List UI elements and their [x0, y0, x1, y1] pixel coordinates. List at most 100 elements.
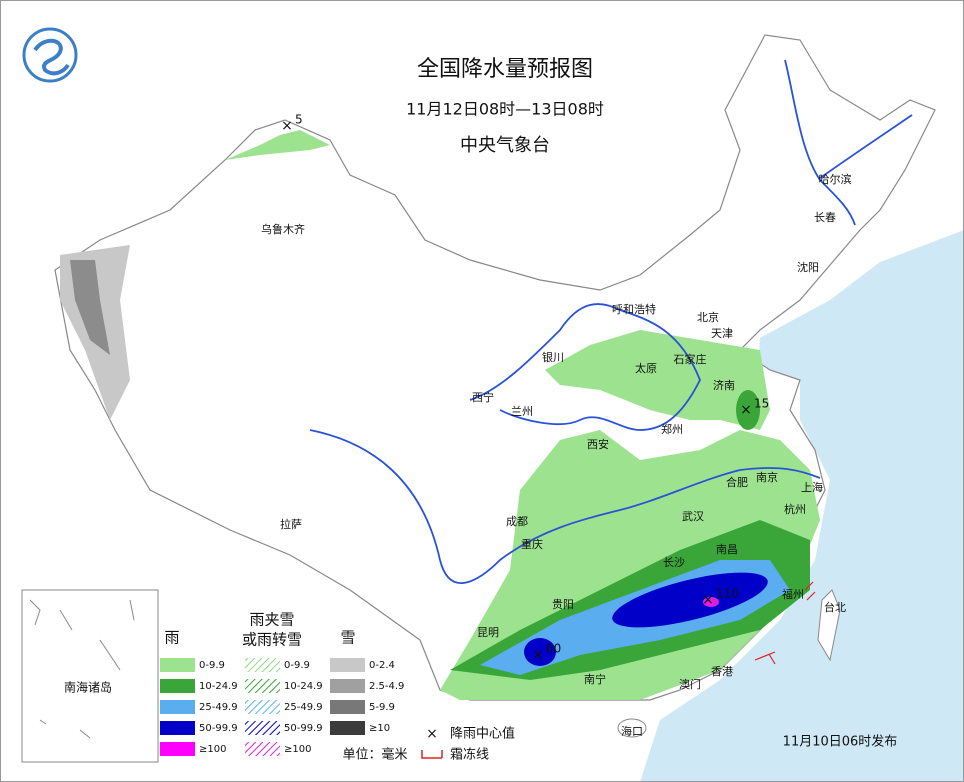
legend-label: 50-99.9 — [199, 723, 238, 734]
city-label: 银川 — [542, 350, 564, 364]
river — [784, 59, 856, 226]
island — [817, 589, 841, 662]
city-label: 香港 — [711, 665, 733, 678]
city-label: 拉萨 — [280, 517, 302, 531]
city-label: 昆明 — [477, 626, 499, 639]
legend-swatch — [160, 721, 195, 735]
city-label: 杭州 — [784, 502, 806, 516]
city-label: 澳门 — [679, 677, 701, 691]
frost-line — [754, 581, 816, 665]
city-label: 济南 — [713, 378, 735, 392]
legend-swatch — [245, 658, 280, 672]
legend-label: ≥100 — [199, 744, 226, 755]
subtitle: 11月12日08时—13日08时 — [406, 100, 604, 119]
rain-area — [524, 638, 556, 666]
city-label: 成都 — [506, 515, 528, 528]
legend-swatch — [160, 679, 195, 693]
logo — [33, 38, 70, 76]
river — [819, 114, 913, 179]
center-marker: × — [532, 647, 544, 663]
legend-swatch — [160, 742, 195, 756]
legend-title: 或雨转雪 — [242, 631, 302, 649]
legend-label: 0-9.9 — [199, 660, 225, 671]
rain-area — [225, 130, 330, 160]
legend-label: 50-99.9 — [284, 723, 323, 734]
legend-center-symbol: × — [426, 726, 438, 742]
legend-title: 雨 — [164, 629, 179, 647]
legend-center-label: 降雨中心值 — [450, 726, 515, 742]
center-value: 5 — [295, 113, 303, 127]
island — [617, 718, 647, 738]
city-label: 西宁 — [472, 390, 494, 404]
issued-date: 11月10日06时发布 — [783, 734, 898, 750]
city-label: 乌鲁木齐 — [261, 222, 305, 236]
legend-label: 0-2.4 — [369, 660, 395, 671]
city-label: 南宁 — [584, 672, 606, 686]
city-label: 上海 — [801, 480, 823, 494]
city-label: 哈尔滨 — [819, 172, 852, 186]
city-label: 武汉 — [682, 510, 704, 523]
city-label: 长沙 — [663, 556, 685, 569]
city-label: 天津 — [711, 327, 733, 340]
legend-swatch — [330, 658, 365, 672]
center-value: 60 — [546, 642, 561, 656]
city-label: 沈阳 — [797, 260, 819, 274]
city-label: 台北 — [824, 600, 846, 614]
city-label: 南京 — [756, 470, 778, 484]
legend-swatch — [245, 679, 280, 693]
center-value: 110 — [716, 587, 739, 601]
title: 全国降水量预报图 — [417, 57, 593, 82]
snow-area — [70, 260, 110, 355]
rain-area — [703, 597, 719, 607]
rain-area — [736, 390, 760, 430]
legend-label: 25-49.9 — [284, 702, 323, 713]
legend-unit: 单位：毫米 — [342, 747, 407, 763]
rain-area — [612, 572, 768, 628]
legend-swatch — [330, 721, 365, 735]
center-marker: × — [740, 402, 752, 418]
center-value: 15 — [754, 397, 769, 411]
inset-coast — [29, 599, 135, 739]
legend-swatch — [160, 700, 195, 714]
legend-frost-label: 霜冻线 — [450, 747, 489, 763]
legend-swatch — [245, 742, 280, 756]
legend-swatch — [160, 658, 195, 672]
city-label: 兰州 — [511, 405, 533, 418]
city-label: 海口 — [621, 724, 643, 738]
river — [309, 429, 821, 584]
inset-box — [21, 589, 159, 763]
center-marker: × — [281, 118, 293, 134]
city-label: 南昌 — [716, 543, 738, 556]
legend-label: 5-9.9 — [369, 702, 395, 713]
legend-swatch — [330, 679, 365, 693]
city-label: 贵阳 — [552, 598, 574, 611]
city-label: 合肥 — [726, 475, 748, 489]
legend-label: 25-49.9 — [199, 702, 238, 713]
issuer: 中央气象台 — [460, 135, 550, 156]
rain-area — [545, 330, 770, 430]
city-label: 福州 — [782, 587, 804, 601]
city-label: 北京 — [697, 310, 719, 324]
legend-frost-symbol — [421, 750, 443, 759]
city-label: 郑州 — [661, 422, 683, 436]
legend-label: ≥100 — [284, 744, 311, 755]
center-marker: × — [702, 592, 714, 608]
legend-label: 10-24.9 — [199, 681, 238, 692]
legend-label: ≥10 — [369, 723, 390, 734]
legend-label: 2.5-4.9 — [369, 681, 404, 692]
legend-swatch — [245, 700, 280, 714]
legend-swatch — [330, 700, 365, 714]
legend-label: 10-24.9 — [284, 681, 323, 692]
city-label: 石家庄 — [674, 352, 707, 366]
legend-label: 0-9.9 — [284, 660, 310, 671]
river — [469, 303, 701, 431]
city-label: 太原 — [635, 362, 657, 375]
legend-swatch — [245, 721, 280, 735]
legend-title: 雨夹雪 — [249, 611, 294, 629]
city-label: 长春 — [814, 211, 836, 224]
sea — [640, 230, 964, 782]
city-label: 西安 — [587, 437, 609, 451]
city-label: 呼和浩特 — [612, 302, 656, 316]
inset-label: 南海诸岛 — [64, 680, 112, 695]
